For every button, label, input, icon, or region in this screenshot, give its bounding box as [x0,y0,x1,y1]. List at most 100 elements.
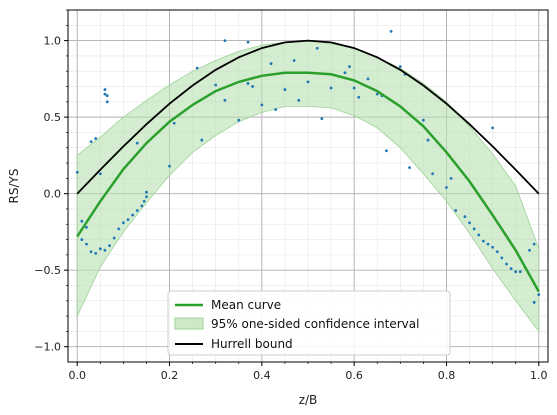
data-point [532,242,536,246]
data-point [491,245,495,249]
data-point [142,199,146,203]
data-point [98,172,102,176]
data-point [449,176,453,180]
data-point [94,137,98,140]
data-point [329,86,333,90]
data-point [398,65,402,69]
data-point [103,92,107,96]
x-tick-label: 0.6 [345,369,363,382]
data-point [98,247,102,251]
data-point [223,39,227,43]
hurrell-bound-line [76,39,540,195]
y-tick-label: −0.5 [34,264,61,277]
data-point [172,121,176,125]
data-point [246,82,250,85]
data-point [145,195,148,199]
y-tick-label: 0.5 [44,111,62,124]
data-point [80,238,84,241]
data-point [537,293,541,297]
y-tick-label: 1.0 [44,35,62,48]
data-point [112,236,116,240]
data-point [260,103,264,107]
data-point [366,77,370,81]
confidence-band [76,40,540,333]
legend: Mean curve 95% one-sided confidence inte… [167,290,451,356]
data-point [486,242,490,246]
data-point [509,267,513,271]
curves-layer [76,39,540,293]
data-point [445,186,448,189]
data-point [426,138,430,142]
data-point [481,239,485,243]
data-point [491,126,495,130]
data-point [274,108,278,111]
data-point [500,256,504,260]
data-point [145,190,148,194]
x-tick-label: 1.0 [530,369,548,382]
data-point [352,86,356,90]
data-point [357,95,361,99]
data-point [85,242,88,246]
data-point [103,248,107,252]
x-tick-label: 0.0 [68,369,86,382]
y-axis-label: RS/YS [7,169,21,204]
data-point [135,209,139,212]
data-point [89,250,93,254]
data-point [223,98,227,102]
data-point [477,233,481,237]
data-point [283,88,287,91]
data-point [251,85,255,88]
legend-band-swatch [174,317,204,330]
data-point [103,88,107,91]
data-point [385,149,388,153]
data-point [269,62,273,65]
data-point [292,59,296,62]
data-point [454,209,458,212]
x-tick-label: 0.4 [253,369,271,382]
confidence-band-layer [76,40,540,333]
data-point [320,117,324,121]
data-point [468,221,471,225]
data-point [463,215,467,219]
x-tick-label: 0.8 [438,369,456,382]
data-point [472,227,476,231]
legend-hurrell-label: Hurrell bound [211,337,293,351]
legend-box [167,290,451,356]
data-point [80,219,84,223]
data-point [237,118,241,122]
data-point [421,118,425,122]
data-point [431,172,435,176]
data-point [75,170,79,174]
data-point [518,270,522,274]
data-point [195,66,199,70]
data-point [375,92,379,96]
y-tick-label: −1.0 [34,341,61,354]
x-axis-label: z/B [299,393,318,407]
data-point [389,30,393,33]
mean-curve-line [76,71,540,293]
data-point [297,98,301,102]
data-point [168,164,171,168]
data-point [246,40,250,44]
x-tick-label: 0.2 [161,369,179,382]
data-point [117,227,121,231]
data-point [343,71,347,75]
data-point [200,138,204,142]
data-point [105,94,109,98]
data-point [532,300,536,304]
data-point [126,218,130,222]
data-point [495,250,499,254]
data-point [105,100,109,104]
data-point [315,46,319,50]
scatter-points-layer [75,30,541,304]
data-point [528,248,531,252]
data-point [94,251,98,255]
data-point [408,166,411,170]
data-point [89,140,93,144]
ticks-layer: 0.0 0.2 0.4 0.6 0.8 1.0 −1.0 −0.5 0.0 0.5 1.0 [34,9,548,382]
y-tick-label: 0.0 [44,188,62,201]
data-point [140,204,144,208]
data-point [214,83,218,87]
data-point [514,270,518,274]
